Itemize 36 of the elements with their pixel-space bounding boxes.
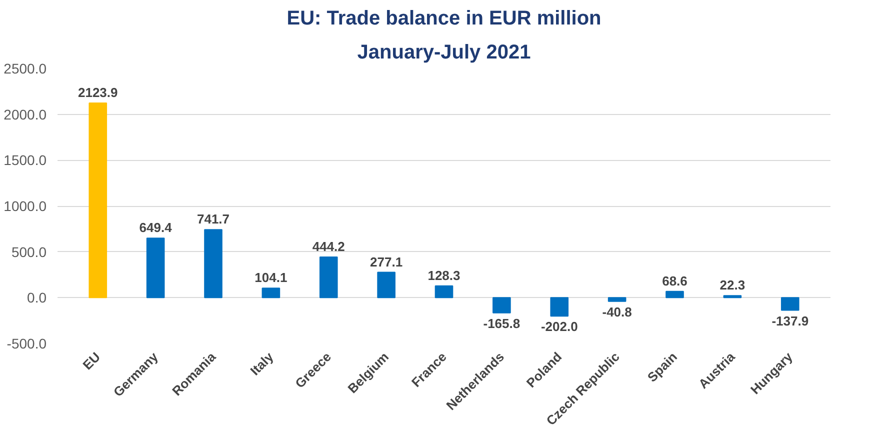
chart-title: EU: Trade balance in EUR million xyxy=(286,8,602,30)
bar xyxy=(146,238,165,298)
data-label: 104.1 xyxy=(254,270,288,286)
data-label: 277.1 xyxy=(370,254,403,270)
data-label: 68.6 xyxy=(662,273,688,288)
bar xyxy=(608,297,626,302)
y-tick-label: 0.0 xyxy=(27,290,47,306)
bar xyxy=(262,288,280,298)
x-tick-label: EU xyxy=(80,349,104,373)
data-label: -40.8 xyxy=(602,304,632,320)
y-tick-label: 2000.0 xyxy=(4,106,47,122)
y-tick-label: -500.0 xyxy=(6,336,47,352)
data-label: 444.2 xyxy=(312,238,345,254)
data-label: -137.9 xyxy=(772,313,809,328)
data-label: 22.3 xyxy=(720,278,746,293)
data-label: 128.3 xyxy=(428,268,460,283)
data-label: 741.7 xyxy=(196,212,230,227)
bar xyxy=(204,229,222,298)
y-tick-label: 1000.0 xyxy=(4,198,47,214)
bar xyxy=(377,272,396,298)
chart-subtitle: January-July 2021 xyxy=(357,42,531,64)
data-label: -165.8 xyxy=(483,316,520,331)
y-tick-label: 500.0 xyxy=(11,244,47,260)
data-label: 649.4 xyxy=(139,220,173,236)
y-tick-label: 2500.0 xyxy=(4,60,47,76)
bar xyxy=(780,297,800,311)
bar xyxy=(550,297,569,317)
bar xyxy=(666,290,684,298)
bar xyxy=(319,256,338,298)
bar xyxy=(723,295,742,298)
y-tick-label: 1500.0 xyxy=(4,152,47,168)
data-label: -202.0 xyxy=(540,319,578,334)
bar xyxy=(88,102,108,298)
bar xyxy=(492,297,511,314)
data-label: 2123.9 xyxy=(78,84,118,100)
bar xyxy=(434,285,454,298)
